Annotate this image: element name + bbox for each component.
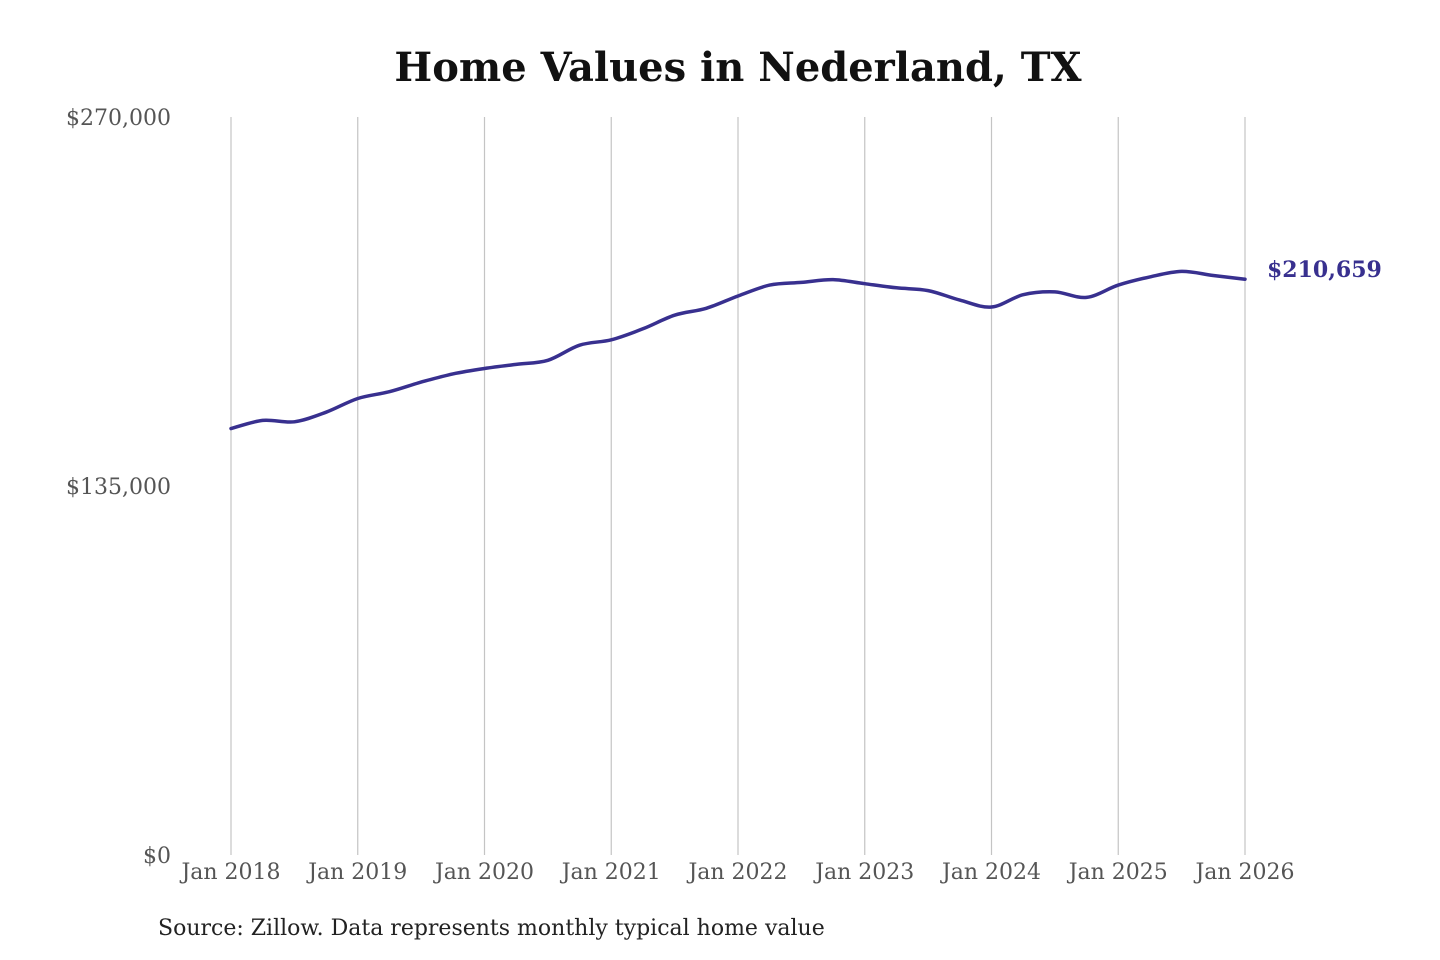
series-layer [229,269,1247,431]
x-tick-label: Jan 2022 [686,860,787,885]
x-tick-label: Jan 2018 [179,860,280,885]
end-value-layer: $210,659 [1267,257,1382,283]
y-axis-tick-labels: $0 $135,000 $270,000 [66,106,171,869]
x-tick-label: Jan 2026 [1193,860,1294,885]
y-tick-label: $0 [143,844,171,869]
x-tick-label: Jan 2020 [433,860,534,885]
x-tick-label: Jan 2024 [940,860,1041,885]
y-tick-label: $270,000 [66,106,171,131]
series-line [229,269,1247,431]
chart-title: Home Values in Nederland, TX [394,44,1082,91]
source-note: Source: Zillow. Data represents monthly … [158,916,825,941]
y-tick-label: $135,000 [66,475,171,500]
end-value-label: $210,659 [1267,257,1382,283]
grid-lines [230,117,1246,855]
x-tick-label: Jan 2023 [813,860,914,885]
x-tick-label: Jan 2025 [1067,860,1168,885]
x-tick-label: Jan 2021 [560,860,661,885]
x-tick-label: Jan 2019 [306,860,407,885]
x-axis-tick-labels: Jan 2018 Jan 2019 Jan 2020 Jan 2021 Jan 2022… [179,860,1294,885]
